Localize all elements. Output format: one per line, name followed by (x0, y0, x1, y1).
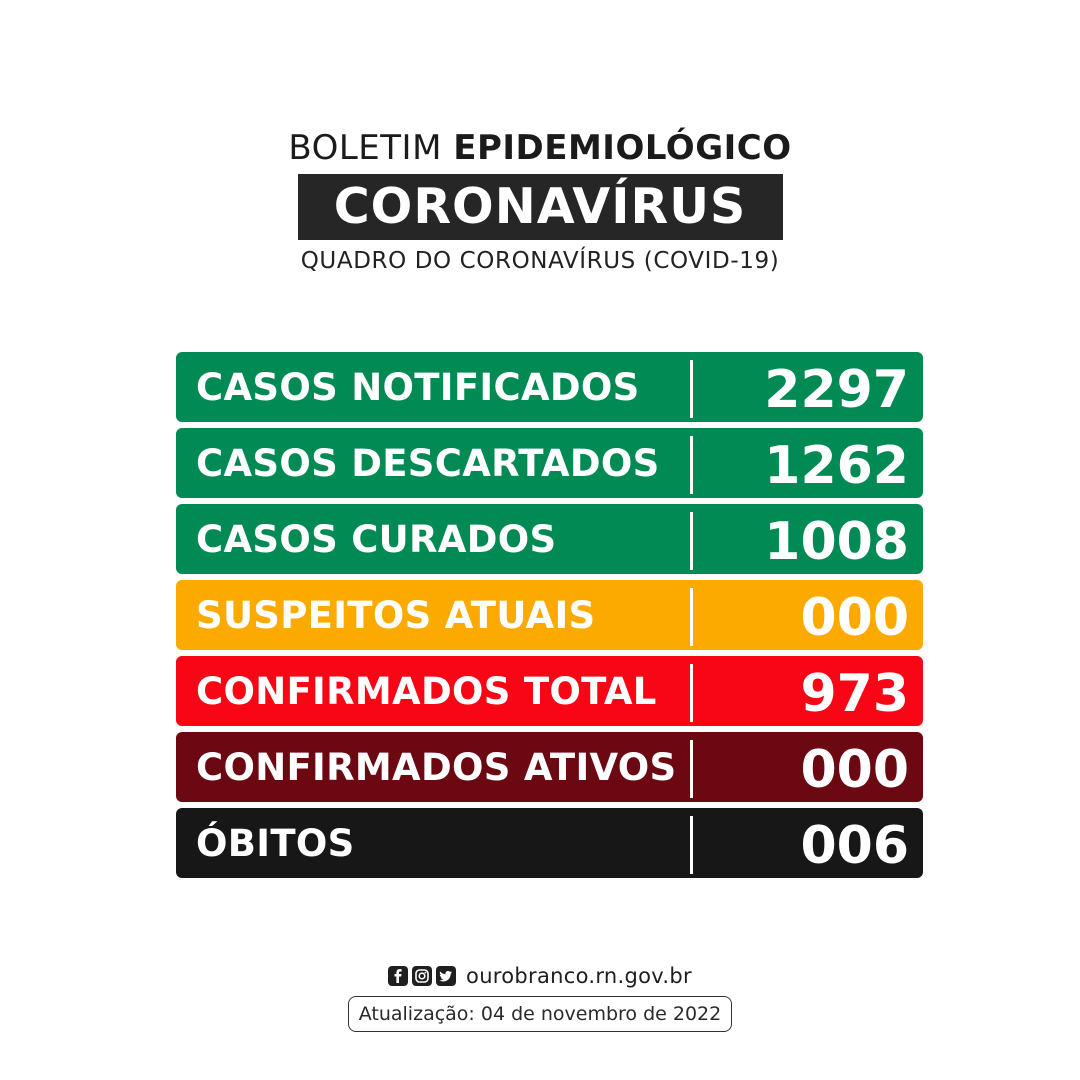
subtitle: QUADRO DO CORONAVÍRUS (COVID-19) (300, 248, 780, 274)
row-divider (690, 360, 693, 418)
row-label: SUSPEITOS ATUAIS (196, 594, 596, 637)
row-label: CASOS NOTIFICADOS (196, 366, 640, 409)
row-value: 973 (800, 664, 909, 724)
row-divider (690, 816, 693, 874)
row-value: 000 (800, 740, 909, 800)
row-casos-descartados: CASOS DESCARTADOS 1262 (176, 428, 923, 498)
update-date-badge: Atualização: 04 de novembro de 2022 (347, 996, 733, 1032)
row-value: 1262 (764, 436, 909, 496)
row-divider (690, 740, 693, 798)
row-suspeitos-atuais: SUSPEITOS ATUAIS 000 (176, 580, 923, 650)
row-divider (690, 436, 693, 494)
row-divider (690, 664, 693, 722)
row-label: CASOS CURADOS (196, 518, 557, 561)
row-label: CONFIRMADOS ATIVOS (196, 746, 677, 789)
row-casos-notificados: CASOS NOTIFICADOS 2297 (176, 352, 923, 422)
stats-table: CASOS NOTIFICADOS 2297 CASOS DESCARTADOS… (176, 352, 923, 884)
row-casos-curados: CASOS CURADOS 1008 (176, 504, 923, 574)
twitter-icon[interactable] (436, 966, 457, 986)
row-label: CASOS DESCARTADOS (196, 442, 660, 485)
row-value: 2297 (764, 360, 909, 420)
facebook-icon[interactable] (388, 966, 409, 986)
title-bold: EPIDEMIOLÓGICO (453, 128, 792, 168)
row-value: 1008 (764, 512, 909, 572)
page-title: BOLETIM EPIDEMIOLÓGICO (0, 126, 1080, 170)
website-line: ourobranco.rn.gov.br (388, 962, 692, 990)
row-value: 006 (800, 816, 909, 876)
coronavirus-banner: CORONAVÍRUS (297, 174, 783, 240)
row-label: ÓBITOS (196, 822, 355, 865)
row-divider (690, 588, 693, 646)
row-label: CONFIRMADOS TOTAL (196, 670, 657, 713)
instagram-icon[interactable] (412, 966, 433, 986)
row-confirmados-ativos: CONFIRMADOS ATIVOS 000 (176, 732, 923, 802)
footer: ourobranco.rn.gov.br Atualização: 04 de … (0, 962, 1080, 1032)
title-light: BOLETIM (288, 128, 442, 168)
website-text[interactable]: ourobranco.rn.gov.br (466, 964, 692, 988)
row-confirmados-total: CONFIRMADOS TOTAL 973 (176, 656, 923, 726)
row-obitos: ÓBITOS 006 (176, 808, 923, 878)
header: BOLETIM EPIDEMIOLÓGICO CORONAVÍRUS QUADR… (0, 126, 1080, 274)
row-divider (690, 512, 693, 570)
row-value: 000 (800, 588, 909, 648)
